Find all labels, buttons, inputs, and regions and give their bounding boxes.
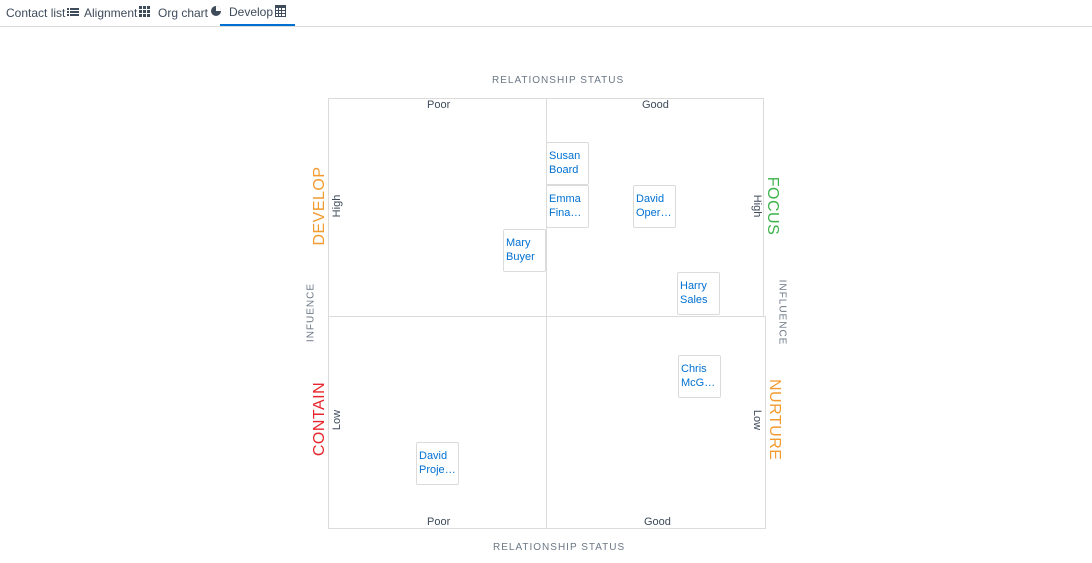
contact-first-name: Chris — [681, 363, 707, 375]
contact-card[interactable]: David Operat... — [633, 185, 676, 228]
contact-card[interactable]: David Projects — [416, 442, 459, 485]
left-axis-title: INFUENCE — [305, 282, 317, 343]
contact-first-name: Mary — [506, 237, 531, 249]
label-good-bottom: Good — [644, 516, 671, 528]
label-poor-bottom: Poor — [427, 516, 451, 528]
right-axis-title: INFLUENCE — [776, 279, 788, 346]
quadrant-contain — [328, 316, 547, 529]
contact-first-name: Harry — [680, 280, 707, 292]
pie-chart-icon — [210, 5, 222, 20]
contact-first-name: Susan — [549, 150, 581, 162]
tab-contact-list[interactable]: Contact list — [6, 0, 80, 25]
tab-alignment[interactable]: Alignment — [84, 0, 151, 25]
contact-first-name: David — [636, 193, 665, 205]
contact-first-name: David — [419, 450, 448, 462]
label-low-left: Low — [331, 409, 343, 431]
contact-role: Finance — [549, 207, 586, 219]
zone-develop-label: DEVELOP — [311, 166, 328, 246]
table-icon — [275, 4, 287, 20]
zone-contain-label: CONTAIN — [311, 381, 328, 457]
contact-card[interactable]: Emma Finance — [546, 185, 589, 228]
grid-icon — [139, 5, 151, 20]
contact-role: Projects — [419, 464, 456, 476]
label-low-right: Low — [751, 409, 763, 431]
tab-label: Alignment — [84, 5, 138, 20]
contact-card[interactable]: Chris McGre... — [678, 355, 721, 398]
quadrant-nurture — [546, 316, 766, 529]
contact-role: Buyer — [506, 251, 535, 263]
tab-org-chart[interactable]: Org chart — [158, 0, 222, 25]
top-axis-title: RELATIONSHIP STATUS — [492, 75, 625, 86]
tab-label: Develop — [229, 5, 274, 19]
contact-role: Sales — [680, 294, 708, 306]
contact-card[interactable]: Mary Buyer — [503, 229, 546, 272]
contact-first-name: Emma — [549, 193, 581, 205]
tab-label: Contact list — [6, 5, 66, 20]
contact-role: McGre... — [681, 377, 718, 389]
label-high-left: High — [331, 194, 343, 218]
tab-label: Org chart — [158, 5, 209, 20]
label-poor-top: Poor — [427, 99, 451, 111]
quadrant-develop — [328, 98, 547, 317]
tab-bar: Contact list Alignment Org chart — [0, 0, 1092, 27]
tab-develop[interactable]: Develop — [220, 0, 296, 26]
zone-nurture-label: NURTURE — [766, 379, 783, 461]
contact-card[interactable]: Harry Sales — [677, 272, 720, 315]
contact-card[interactable]: Susan Board — [546, 142, 589, 185]
label-high-right: High — [751, 194, 763, 218]
list-icon — [67, 6, 80, 20]
bottom-axis-title: RELATIONSHIP STATUS — [493, 542, 626, 553]
label-good-top: Good — [642, 99, 669, 111]
contact-role: Operat... — [636, 207, 673, 219]
contact-role: Board — [549, 164, 579, 176]
zone-focus-label: FOCUS — [764, 176, 781, 236]
